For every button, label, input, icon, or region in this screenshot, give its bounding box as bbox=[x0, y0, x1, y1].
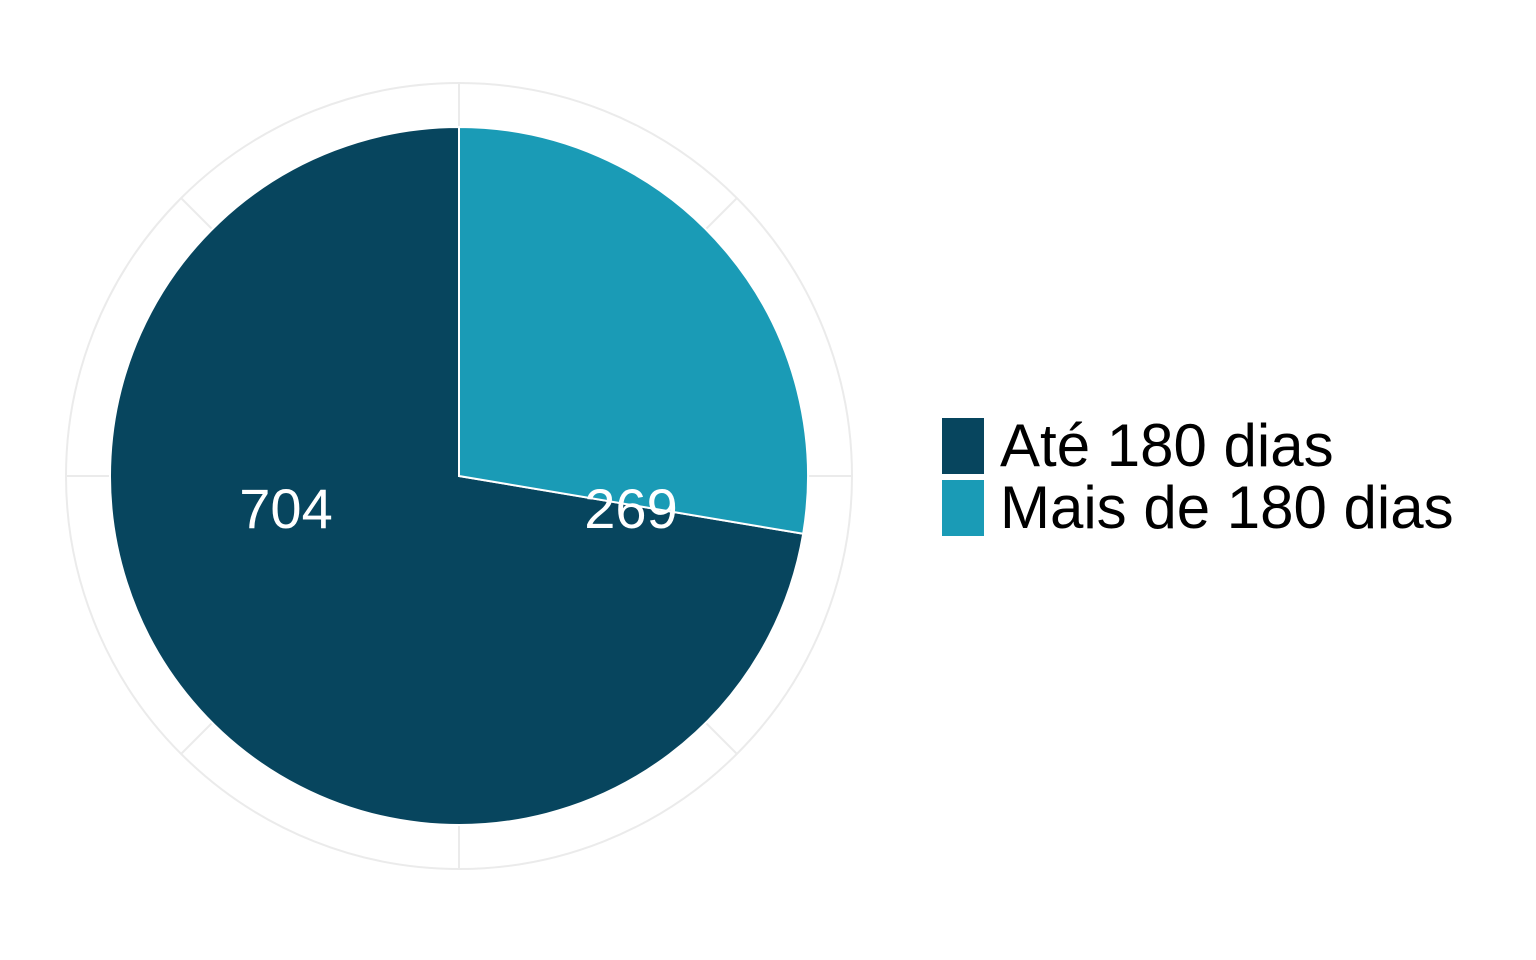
legend: Até 180 dias Mais de 180 dias bbox=[942, 415, 1454, 539]
pie-slice-ate-180-dias bbox=[109, 125, 805, 826]
data-label-ate-180-dias: 704 bbox=[239, 477, 332, 540]
legend-key-mais-de-180-dias bbox=[942, 480, 984, 536]
legend-key-ate-180-dias bbox=[942, 418, 984, 474]
legend-label-ate-180-dias: Até 180 dias bbox=[1000, 412, 1334, 479]
data-label-mais-de-180-dias: 269 bbox=[584, 477, 677, 540]
pie-slices bbox=[109, 125, 809, 826]
pie-slice-mais-de-180-dias bbox=[458, 125, 809, 535]
legend-item-mais-de-180-dias: Mais de 180 dias bbox=[942, 477, 1454, 539]
pie-chart: 704 269 bbox=[65, 82, 853, 870]
legend-item-ate-180-dias: Até 180 dias bbox=[942, 415, 1454, 477]
legend-label-mais-de-180-dias: Mais de 180 dias bbox=[1000, 474, 1454, 541]
data-labels: 704 269 bbox=[239, 477, 677, 540]
